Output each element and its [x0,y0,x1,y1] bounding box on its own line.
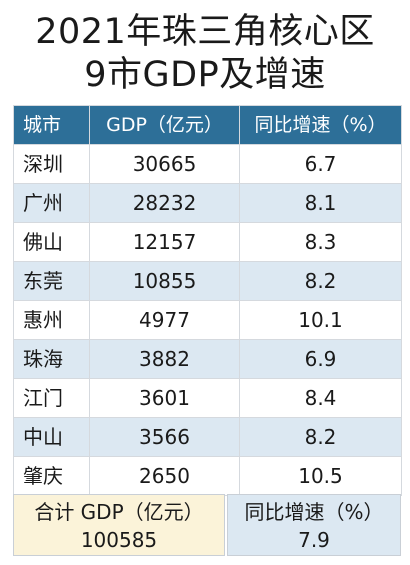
table-row: 广州 28232 8.1 [13,183,402,223]
city-cell: 肇庆 [13,456,90,496]
city-cell: 深圳 [13,144,90,184]
city-cell: 中山 [13,417,90,457]
total-gdp-box: 合计 GDP（亿元） 100585 [13,494,225,556]
gdp-cell: 3601 [89,378,240,418]
city-cell: 佛山 [13,222,90,262]
total-gdp-value: 100585 [80,528,158,552]
chart-title-line-1: 2021年珠三角核心区 [35,12,375,52]
gdp-cell: 2650 [89,456,240,496]
gdp-table: 城市 GDP（亿元） 同比增速（%） 深圳 30665 6.7 广州 28232 8.1 佛… [13,105,402,496]
table-header-row: 城市 GDP（亿元） 同比增速（%） [13,105,402,145]
column-header-city: 城市 [13,105,90,145]
total-gdp-label: 合计 GDP（亿元） [34,500,204,524]
total-growth-value: 7.9 [298,528,330,552]
table-body: 深圳 30665 6.7 广州 28232 8.1 佛山 12157 8.3 东莞 10855 8.2… [13,144,402,496]
city-cell: 珠海 [13,339,90,379]
gdp-cell: 10855 [89,261,240,301]
growth-cell: 6.7 [239,144,402,184]
city-cell: 广州 [13,183,90,223]
table-row: 中山 3566 8.2 [13,417,402,457]
growth-cell: 10.5 [239,456,402,496]
growth-cell: 8.1 [239,183,402,223]
city-cell: 惠州 [13,300,90,340]
growth-cell: 8.2 [239,261,402,301]
city-cell: 东莞 [13,261,90,301]
total-growth-box: 同比增速（%） 7.9 [227,494,401,556]
summary-footer: 合计 GDP（亿元） 100585 同比增速（%） 7.9 [13,494,401,558]
table-row: 惠州 4977 10.1 [13,300,402,340]
city-cell: 江门 [13,378,90,418]
growth-cell: 8.4 [239,378,402,418]
chart-title-line-2: 9市GDP及增速 [84,55,326,95]
gdp-cell: 28232 [89,183,240,223]
gdp-cell: 30665 [89,144,240,184]
gdp-cell: 12157 [89,222,240,262]
table-row: 佛山 12157 8.3 [13,222,402,262]
gdp-cell: 3882 [89,339,240,379]
table-row: 东莞 10855 8.2 [13,261,402,301]
total-growth-label: 同比增速（%） [244,500,384,524]
gdp-cell: 3566 [89,417,240,457]
growth-cell: 8.3 [239,222,402,262]
growth-cell: 6.9 [239,339,402,379]
growth-cell: 8.2 [239,417,402,457]
growth-cell: 10.1 [239,300,402,340]
column-header-gdp: GDP（亿元） [89,105,240,145]
table-row: 深圳 30665 6.7 [13,144,402,184]
column-header-growth: 同比增速（%） [239,105,402,145]
gdp-cell: 4977 [89,300,240,340]
table-row: 江门 3601 8.4 [13,378,402,418]
table-row: 珠海 3882 6.9 [13,339,402,379]
table-row: 肇庆 2650 10.5 [13,456,402,496]
